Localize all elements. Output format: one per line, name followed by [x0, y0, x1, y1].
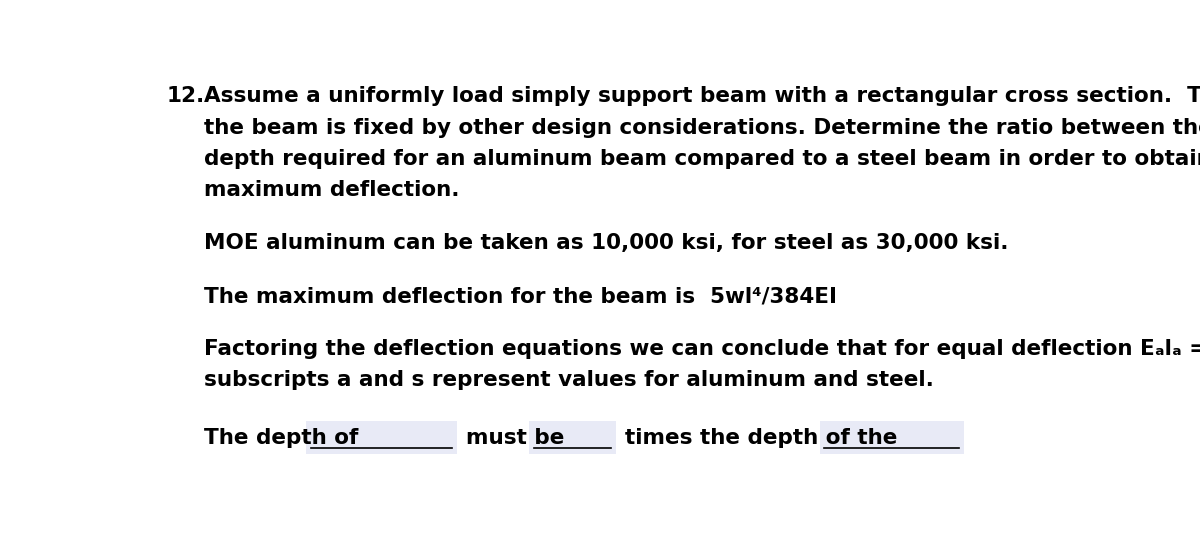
Text: Factoring the deflection equations we can conclude that for equal deflection Eₐl: Factoring the deflection equations we ca… [204, 339, 1200, 359]
Text: 12.: 12. [167, 86, 205, 106]
Text: MOE aluminum can be taken as 10,000 ksi, for steel as 30,000 ksi.: MOE aluminum can be taken as 10,000 ksi,… [204, 233, 1008, 253]
FancyBboxPatch shape [306, 421, 457, 454]
Text: Assume a uniformly load simply support beam with a rectangular cross section.  T: Assume a uniformly load simply support b… [204, 86, 1200, 106]
FancyBboxPatch shape [529, 421, 616, 454]
Text: the beam is fixed by other design considerations. Determine the ratio between th: the beam is fixed by other design consid… [204, 118, 1200, 138]
Text: maximum deflection.: maximum deflection. [204, 180, 460, 200]
Text: subscripts a and s represent values for aluminum and steel.: subscripts a and s represent values for … [204, 371, 934, 390]
Text: times the depth of the: times the depth of the [625, 427, 898, 448]
Text: depth required for an aluminum beam compared to a steel beam in order to obtain : depth required for an aluminum beam comp… [204, 149, 1200, 169]
Text: The maximum deflection for the beam is  5wl⁴/384EI: The maximum deflection for the beam is 5… [204, 286, 836, 306]
Text: must be: must be [467, 427, 564, 448]
Text: The depth of: The depth of [204, 427, 359, 448]
FancyBboxPatch shape [820, 421, 964, 454]
